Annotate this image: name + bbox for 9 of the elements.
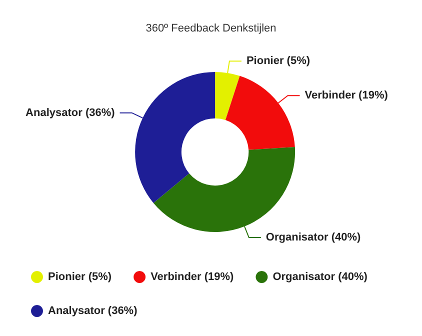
legend-label: Analysator (36%) bbox=[48, 305, 138, 317]
legend-label: Pionier (5%) bbox=[48, 271, 112, 283]
legend-label: Organisator (40%) bbox=[272, 271, 368, 283]
chart-title: 360º Feedback Denkstijlen bbox=[146, 22, 276, 34]
slice-label: Analysator (36%) bbox=[26, 106, 116, 119]
slice-label: Verbinder (19%) bbox=[304, 90, 388, 102]
legend-label: Verbinder (19%) bbox=[150, 271, 234, 283]
slice-label: Organisator (40%) bbox=[266, 232, 362, 244]
slice-label: Pionier (5%) bbox=[246, 55, 310, 68]
